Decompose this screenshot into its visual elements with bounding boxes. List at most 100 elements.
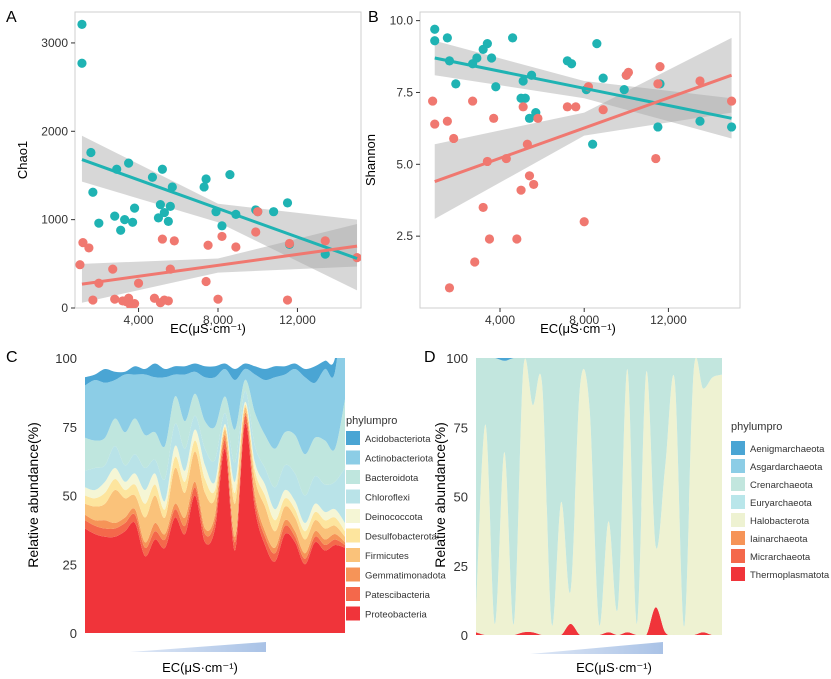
data-point-teal (165, 201, 175, 211)
data-point-salmon (213, 294, 223, 304)
legend-label-chloroflexi: Chloroflexi (365, 493, 410, 504)
data-point-salmon (516, 185, 526, 195)
data-point-teal (86, 147, 96, 158)
area-bacteroidota (85, 379, 345, 496)
fit-line-salmon (434, 73, 733, 183)
legend-label-micrarchaeota: Micrarchaeota (750, 552, 811, 563)
data-point-salmon (562, 102, 572, 112)
data-point-teal (695, 116, 705, 126)
data-point-salmon (651, 153, 661, 164)
data-point-teal (124, 158, 134, 168)
panel-label-a: A (6, 9, 17, 26)
legend-swatch-proteobacteria (346, 606, 360, 621)
data-point-teal (201, 174, 211, 184)
data-point-teal (77, 19, 87, 29)
data-point-teal (153, 213, 164, 223)
data-point-salmon (84, 243, 94, 253)
data-point-salmon (489, 113, 499, 123)
data-point-salmon (169, 236, 179, 246)
area-crenarchaeota (476, 358, 722, 627)
data-point-salmon (108, 264, 118, 274)
data-point-teal (430, 36, 440, 46)
data-point-teal (619, 84, 629, 95)
data-point-teal (508, 33, 518, 43)
data-point-teal (430, 24, 440, 34)
legend-label-proteobacteria: Proteobacteria (365, 610, 428, 621)
data-point-salmon (653, 79, 663, 89)
panel-label-b: B (368, 9, 379, 26)
data-point-salmon (524, 171, 535, 181)
plot-area (476, 358, 722, 635)
data-point-teal (282, 198, 293, 208)
data-point-teal (163, 216, 173, 227)
area-firmicutes (85, 407, 345, 554)
data-point-salmon (695, 76, 705, 86)
data-point-salmon (484, 234, 495, 244)
data-point-teal (147, 172, 158, 182)
data-point-teal (592, 39, 602, 49)
panel-a-ylabel: Chao1 (15, 141, 30, 179)
legend-swatch-micrarchaeota (731, 549, 745, 563)
data-point-teal (217, 221, 227, 231)
y-tick-label: 10.0 (390, 14, 414, 28)
area-thermoplasmatota (476, 607, 722, 635)
y-tick-label: 1000 (41, 213, 68, 227)
panel-label-c: C (6, 349, 18, 366)
data-point-teal (116, 225, 126, 235)
data-point-teal (520, 93, 530, 103)
area-desulfobacterota (85, 404, 345, 540)
data-point-teal (653, 122, 663, 132)
area-proteobacteria (85, 423, 345, 633)
legend-swatch-desulfobacterota (346, 528, 360, 543)
panel-d: 0 25 50 75 100 (446, 351, 722, 643)
data-point-teal (157, 164, 167, 174)
y-tick-label: 7.5 (396, 85, 413, 99)
legend-label-euryarchaeota: Euryarchaeota (750, 498, 813, 509)
data-point-teal (199, 182, 209, 192)
legend-label-gemmatimonadota: Gemmatimonadota (365, 571, 447, 582)
data-point-teal (524, 113, 535, 123)
data-point-teal (120, 215, 130, 225)
panel-d-legend: Aenigmarchaeota Asgardarchaeota Crenarchae… (731, 441, 830, 581)
panel-a: 4,000 8,000 12,000 0 1000 2000 3000 (41, 19, 361, 327)
data-point-salmon (201, 276, 211, 287)
legend-swatch-actinobacteriota (346, 450, 360, 465)
legend-label-crenarchaeota: Crenarchaeota (750, 480, 814, 491)
data-point-salmon (78, 238, 88, 248)
data-point-salmon (571, 102, 581, 112)
legend-swatch-euryarchaeota (731, 495, 745, 509)
data-point-teal (94, 218, 104, 228)
legend-swatch-crenarchaeota (731, 477, 745, 491)
legend-swatch-gemmatimonadota (346, 567, 360, 582)
data-point-salmon (623, 67, 634, 77)
data-point-salmon (75, 260, 85, 270)
legend-label-iainarchaeota: Iainarchaeota (750, 534, 808, 545)
x-tick-label: 12,000 (279, 313, 316, 327)
legend-swatch-halobacterota (731, 513, 745, 527)
legend-swatch-asgardarchaeota (731, 459, 745, 473)
data-point-salmon (284, 238, 295, 249)
data-point-teal (159, 207, 169, 218)
data-point-teal (77, 58, 87, 68)
data-point-teal (127, 217, 138, 227)
data-point-teal (442, 33, 452, 43)
data-point-teal (88, 187, 98, 197)
data-point-salmon (533, 113, 543, 123)
x-tick-label: 4,000 (124, 313, 154, 327)
y-tick-label: 50 (63, 489, 77, 504)
area-halobacterota (476, 358, 722, 635)
legend-label-firmicutes: Firmicutes (365, 551, 409, 562)
panel-d-ec-gradient (530, 642, 663, 654)
data-point-salmon (470, 257, 480, 267)
area-aenigmarchaeota (476, 358, 722, 361)
data-point-salmon (449, 133, 459, 144)
data-point-teal (566, 59, 577, 69)
legend-swatch-firmicutes (346, 548, 360, 562)
x-tick-label: 4,000 (485, 313, 515, 327)
plot-area (85, 358, 345, 633)
data-point-salmon (124, 293, 134, 303)
legend-swatch-patescibacteria (346, 587, 360, 601)
data-point-teal (486, 53, 497, 63)
y-tick-label: 50 (454, 490, 468, 505)
